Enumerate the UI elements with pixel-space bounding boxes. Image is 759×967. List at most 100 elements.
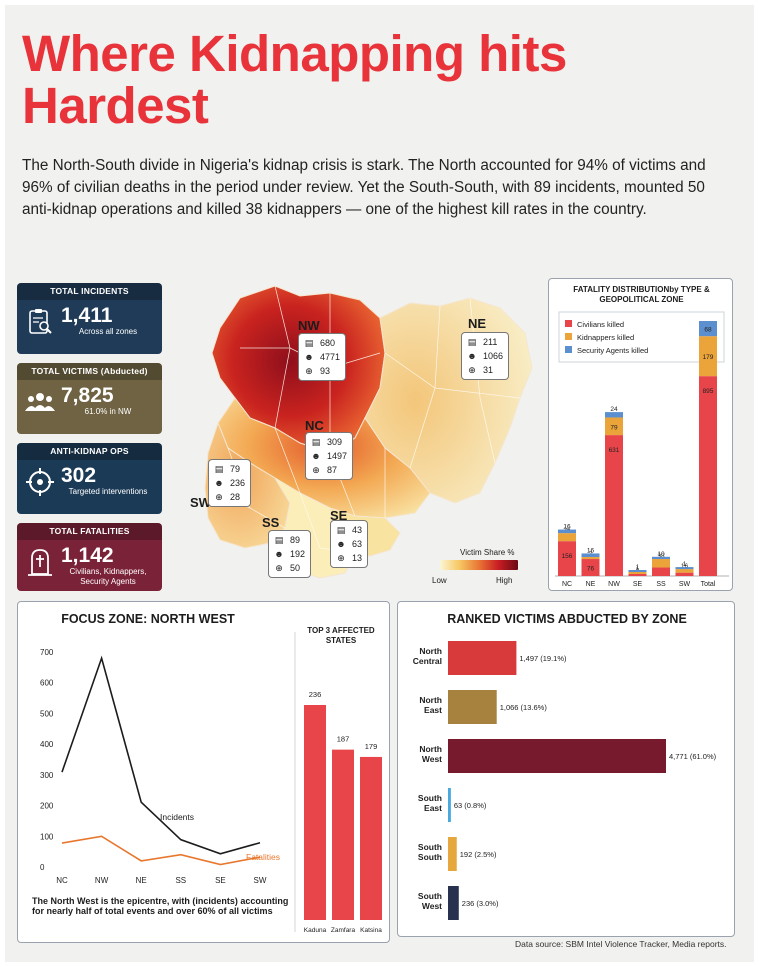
kpi-header: TOTAL FATALITIES	[17, 523, 162, 540]
ranked-bar	[448, 739, 666, 773]
top3-bar-value: 179	[365, 742, 378, 751]
line-y-tick: 600	[40, 679, 54, 688]
fatality-bar-value: 16	[563, 524, 571, 531]
clipboard-icon: ▤	[304, 338, 314, 348]
people-group-icon	[25, 393, 55, 411]
ranked-zone-label: East	[424, 803, 442, 813]
map-zone-stats-sw: ▤ 79 ☻ 236 ⊕ 28	[208, 459, 252, 507]
ranked-zone-label: East	[424, 705, 442, 715]
kpi-value: 7,825	[61, 384, 114, 407]
line-x-tick: SS	[175, 876, 186, 885]
top3-x-tick: Zamfara	[331, 927, 356, 934]
crosshair-icon: ⊕	[337, 553, 345, 563]
fatality-x-tick: SW	[679, 581, 691, 588]
line-y-tick: 700	[40, 648, 54, 657]
crosshair-icon: ⊕	[468, 365, 476, 375]
fatality-bar-value: 24	[610, 406, 618, 413]
fatality-bar-value: 16	[681, 563, 689, 570]
ranked-bar-value: 236 (3.0%)	[462, 899, 499, 908]
fatality-bar-segment	[558, 529, 576, 534]
line-x-tick: NC	[56, 876, 68, 885]
focus-zone-note: The North West is the epicentre, with (i…	[32, 896, 289, 916]
crosshair-icon: ⊕	[305, 366, 313, 376]
map-zone-stats-ss: ▤ 89 ☻ 192 ⊕ 50	[268, 530, 312, 578]
line-y-tick: 400	[40, 740, 54, 749]
crosshair-icon: ⊕	[312, 465, 320, 475]
ranked-zone-label: North	[419, 646, 442, 656]
ranked-bar	[448, 690, 497, 724]
ranked-bar-value: 63 (0.8%)	[454, 801, 487, 810]
map-zone-label-nc: NC	[305, 418, 324, 433]
tombstone-icon	[28, 549, 52, 576]
fatality-bar-value: 179	[703, 354, 714, 361]
clipboard-search-icon	[29, 309, 52, 334]
fatality-x-tick: Total	[701, 581, 716, 588]
kpi-subtext: 61.0% in NW	[84, 407, 132, 416]
clipboard-icon: ▤	[274, 535, 284, 545]
fatality-bar-value: 1	[636, 564, 640, 571]
fatalities-line	[61, 835, 261, 866]
kpi-subtext: Targeted interventions	[68, 487, 148, 496]
fatality-bar-value: 1	[683, 561, 687, 568]
incidents-line-label: Incidents	[160, 812, 194, 822]
top3-bar	[332, 749, 354, 920]
fatality-stacked-bar-chart: Civilians killed Kidnappers killed Securit…	[555, 311, 729, 588]
fatality-bar-value: 68	[704, 327, 712, 334]
map-zone-stats-se: ▤ 43 ☻ 63 ⊕ 13	[330, 520, 369, 568]
ranked-bar-value: 192 (2.5%)	[460, 850, 497, 859]
kpi-value: 1,142	[61, 544, 114, 567]
fatality-bar-value: 76	[587, 566, 595, 573]
top3-title: TOP 3 AFFECTED STATES	[307, 626, 375, 645]
fatality-bar-segment	[652, 567, 670, 576]
map-legend-title: Victim Share %	[460, 548, 515, 557]
fatality-x-tick: NE	[586, 581, 596, 588]
fatality-bar-segment	[581, 553, 600, 558]
ranked-zone-label: South	[418, 842, 442, 852]
map-zone-label-ss: SS	[262, 515, 280, 530]
kpi-subtext: Civilians, Kidnappers, Security Agents	[69, 567, 147, 586]
fatality-legend-label: Kidnappers killed	[577, 333, 634, 342]
kpi-header: ANTI-KIDNAP OPS	[17, 443, 162, 460]
people-icon: ☻	[274, 549, 284, 559]
fatality-bar-segment	[652, 556, 670, 560]
fatality-bar-value: 631	[609, 447, 620, 454]
kpi-value: 1,411	[61, 304, 113, 327]
kpi-card-anti-kidnap-ops: ANTI-KIDNAP OPS 302 Targeted interventio…	[17, 443, 162, 514]
people-icon: ☻	[214, 478, 224, 488]
kpi-subtext: Across all zones	[78, 327, 138, 336]
crosshair-icon: ⊕	[275, 563, 283, 573]
focus-zone-panel: FOCUS ZONE: NORTH WEST TOP 3 AFFECTED ST…	[17, 601, 390, 943]
ranked-zone-label: North	[419, 695, 442, 705]
map-zone-stats-nw: ▤ 680 ☻ 4771 ⊕ 93	[298, 333, 347, 381]
fatality-bar-segment	[581, 557, 600, 560]
map-zone-stats-ne: ▤ 211 ☻ 1066 ⊕ 31	[461, 332, 510, 380]
fatality-bar-segment	[699, 321, 717, 337]
fatality-bar-segment	[675, 572, 694, 576]
fatality-bar-segment	[628, 574, 647, 576]
fatality-bar-segment	[558, 533, 576, 542]
line-y-tick: 0	[40, 863, 45, 872]
line-y-tick: 100	[40, 832, 54, 841]
kpi-header: TOTAL VICTIMS (Abducted)	[17, 363, 162, 380]
line-y-tick: 500	[40, 709, 54, 718]
fatality-bar-segment	[675, 569, 694, 573]
people-icon: ☻	[336, 539, 346, 549]
crosshair-icon: ⊕	[215, 492, 223, 502]
ranked-victims-panel: RANKED VICTIMS ABDUCTED BY ZONE North Cen…	[397, 601, 735, 937]
people-icon: ☻	[311, 451, 321, 461]
ranked-bar	[448, 837, 457, 871]
kpi-header: TOTAL INCIDENTS	[17, 283, 162, 300]
fatality-bar-segment	[558, 541, 576, 576]
ranked-bar-value: 1,497 (19.1%)	[519, 654, 567, 663]
ranked-bar-value: 1,066 (13.6%)	[500, 703, 548, 712]
top3-x-tick: Kaduna	[304, 927, 327, 934]
kpi-card-total-victims: TOTAL VICTIMS (Abducted) 7,825 61.0% in …	[17, 363, 162, 434]
ranked-bar	[448, 886, 459, 920]
fatality-legend-swatch	[565, 333, 572, 340]
fatality-bar-segment	[675, 567, 694, 570]
fatality-bar-segment	[581, 559, 600, 576]
top3-x-tick: Katsina	[360, 927, 382, 934]
fatality-bar-value: 895	[703, 388, 714, 395]
